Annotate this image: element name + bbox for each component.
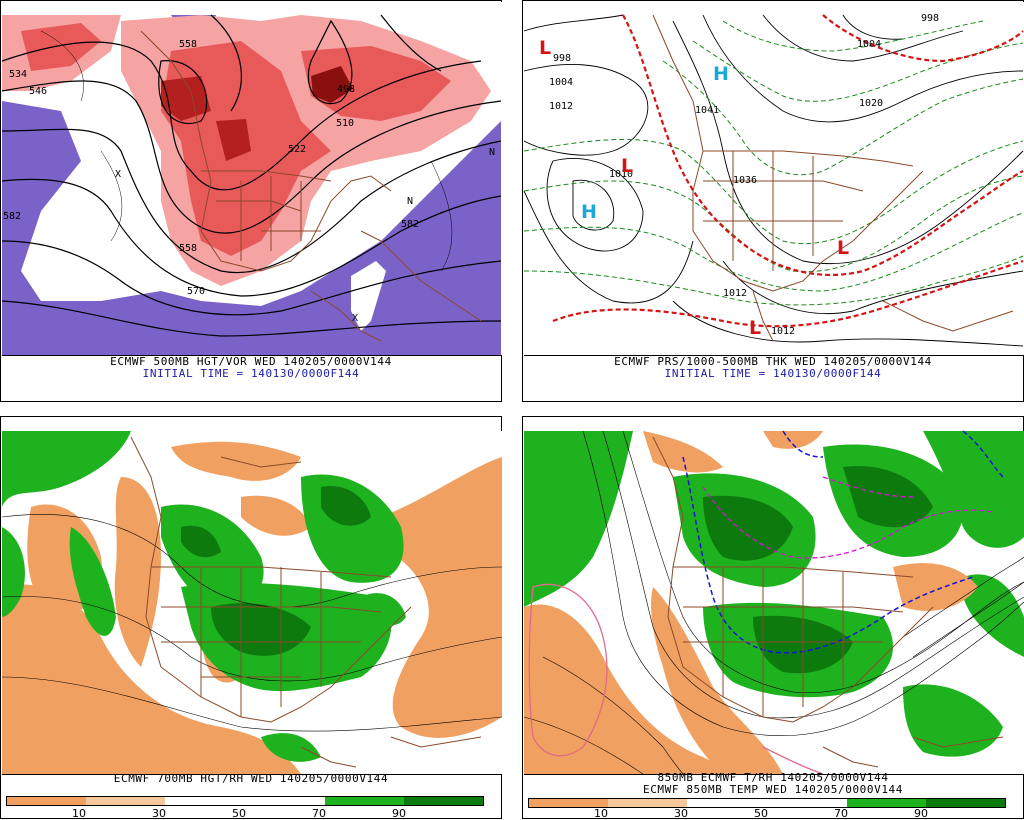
rh-colorbar	[6, 796, 484, 806]
colorbar-tick: 30	[674, 807, 688, 820]
isobar-label: 1012	[723, 288, 748, 299]
high-pressure-symbol: H	[713, 63, 729, 85]
vorticity-min-marker: N	[407, 196, 414, 207]
isobar-label: 1020	[859, 98, 884, 109]
contour-label: 558	[179, 243, 198, 254]
vorticity-max-marker: X	[352, 313, 359, 324]
panel-850mb-temp-rh: 850MB ECMWF T/RH 140205/0000V144 ECMWF 8…	[522, 416, 1024, 820]
contour-label: 546	[29, 86, 48, 97]
isobar-label: 1036	[733, 175, 758, 186]
colorbar-tick: 50	[754, 807, 768, 820]
low-pressure-symbol: L	[749, 317, 762, 339]
contour-label: 510	[336, 118, 355, 129]
temp-rh-850mb-map	[523, 430, 1024, 775]
colorbar-tick: 30	[152, 807, 166, 820]
contour-label: 582	[401, 219, 420, 230]
rh-700mb-map	[1, 431, 503, 775]
contour-label: 534	[9, 69, 28, 80]
contour-label: 570	[187, 286, 206, 297]
low-pressure-symbol: L	[621, 155, 634, 177]
colorbar-tick: 10	[72, 807, 86, 820]
isobar-label: 998	[553, 53, 572, 64]
rh-colorbar	[528, 798, 1006, 808]
panel-initial-time: INITIAL TIME = 140130/0000F144	[142, 367, 360, 380]
isobar-label: 1012	[549, 101, 574, 112]
panel-700mb-hgt-rh: ECMWF 700MB HGT/RH WED 140205/0000V144 1…	[0, 416, 503, 820]
isobar-label: 1010	[609, 169, 634, 180]
colorbar-tick: 10	[594, 807, 608, 820]
colorbar-tick: 70	[834, 807, 848, 820]
isobar-label: 1004	[549, 77, 574, 88]
isobar-label: 998	[921, 13, 940, 24]
panel-initial-time: INITIAL TIME = 140130/0000F144	[664, 367, 882, 380]
vorticity-max-marker: X	[115, 169, 122, 180]
panel-pressure-thickness: 998 1004 1012 1020 1041 1036 1012 1012 9…	[522, 0, 1024, 402]
isobar-label: 1012	[771, 326, 796, 337]
panel-caption-top: 850MB ECMWF T/RH 140205/0000V144	[657, 771, 889, 784]
vorticity-min-marker: N	[489, 147, 496, 158]
colorbar-tick: 70	[312, 807, 326, 820]
contour-label: 582	[3, 211, 22, 222]
colorbar-tick: 90	[914, 807, 928, 820]
isobar-label: 1004	[857, 39, 882, 50]
contour-label: 498	[337, 84, 356, 95]
panel-caption: ECMWF 500MB HGT/VOR WED 140205/0000V144	[110, 355, 392, 368]
contour-label: 522	[288, 144, 307, 155]
colorbar-tick: 90	[392, 807, 406, 820]
panel-caption: ECMWF PRS/1000-500MB THK WED 140205/0000…	[614, 355, 932, 368]
panel-caption: ECMWF 850MB TEMP WED 140205/0000V144	[642, 783, 903, 796]
pressure-thickness-map	[523, 2, 1024, 356]
low-pressure-symbol: L	[539, 37, 552, 59]
panel-caption: ECMWF 700MB HGT/RH WED 140205/0000V144	[113, 772, 389, 785]
high-pressure-symbol: H	[581, 201, 597, 223]
panel-500mb-hgt-vor: 534 546 558 498 510 522 582 570 558 582 …	[0, 0, 502, 402]
vorticity-map	[1, 2, 502, 356]
colorbar-tick: 50	[232, 807, 246, 820]
contour-label: 558	[179, 39, 198, 50]
isobar-label: 1041	[695, 105, 720, 116]
low-pressure-symbol: L	[837, 237, 850, 259]
